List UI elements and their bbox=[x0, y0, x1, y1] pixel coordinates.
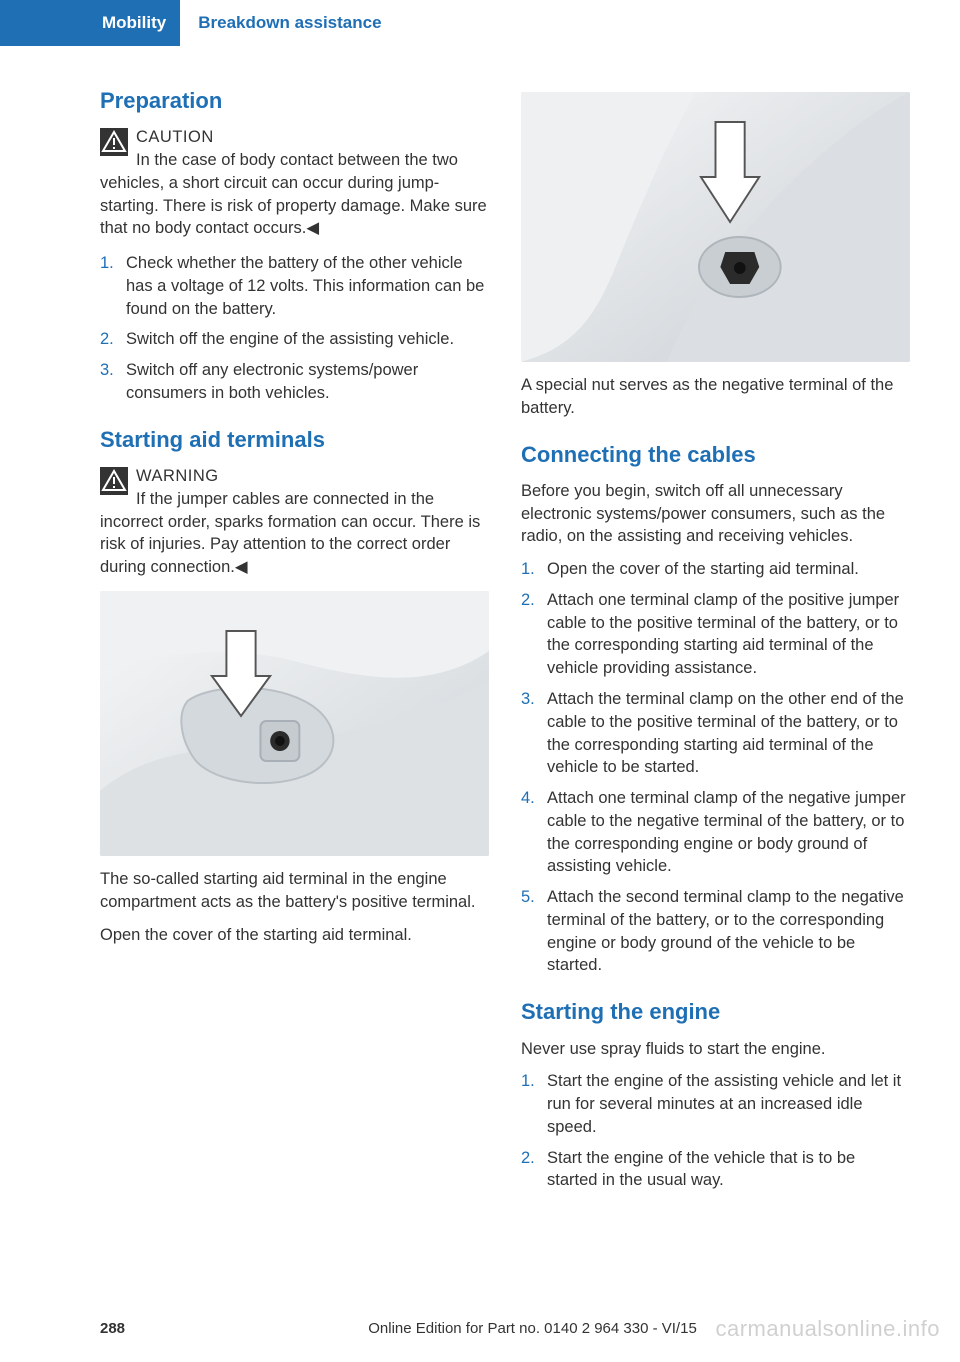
step-text: Check whether the battery of the other v… bbox=[126, 252, 489, 320]
warning-title: WARNING bbox=[136, 467, 219, 485]
list-item: 3.Attach the terminal clamp on the other… bbox=[521, 688, 910, 779]
step-number: 2. bbox=[100, 328, 126, 351]
starting-intro: Never use spray fluids to start the engi… bbox=[521, 1038, 910, 1061]
step-number: 3. bbox=[521, 688, 547, 779]
left-column: Preparation CAUTION In the case of body … bbox=[100, 86, 489, 1202]
header-chapter: Breakdown assistance bbox=[184, 0, 381, 46]
step-text: Start the engine of the assisting vehicl… bbox=[547, 1070, 910, 1138]
page: Mobility Breakdown assistance Preparatio… bbox=[0, 0, 960, 1362]
step-text: Attach the terminal clamp on the other e… bbox=[547, 688, 910, 779]
connecting-intro: Before you begin, switch off all unneces… bbox=[521, 480, 910, 548]
step-number: 1. bbox=[100, 252, 126, 320]
content-columns: Preparation CAUTION In the case of body … bbox=[0, 86, 960, 1202]
footer-text: Online Edition for Part no. 0140 2 964 3… bbox=[155, 1319, 910, 1340]
step-text: Switch off the engine of the assisting v… bbox=[126, 328, 489, 351]
step-text: Attach one terminal clamp of the positiv… bbox=[547, 589, 910, 680]
page-number: 288 bbox=[100, 1319, 125, 1340]
caution-body: In the case of body contact between the … bbox=[100, 151, 487, 237]
starting-steps: 1.Start the engine of the assisting vehi… bbox=[521, 1070, 910, 1192]
right-column: A special nut serves as the negative ter… bbox=[521, 86, 910, 1202]
heading-preparation: Preparation bbox=[100, 86, 489, 116]
list-item: 2.Attach one terminal clamp of the posit… bbox=[521, 589, 910, 680]
list-item: 4.Attach one terminal clamp of the negat… bbox=[521, 787, 910, 878]
step-number: 1. bbox=[521, 558, 547, 581]
step-number: 5. bbox=[521, 886, 547, 977]
header-lead-bar bbox=[0, 0, 100, 46]
list-item: 1.Start the engine of the assisting vehi… bbox=[521, 1070, 910, 1138]
terminal-desc-1: The so-called starting aid terminal in t… bbox=[100, 868, 489, 914]
list-item: 1.Open the cover of the starting aid ter… bbox=[521, 558, 910, 581]
step-text: Start the engine of the vehicle that is … bbox=[547, 1147, 910, 1193]
figure-starting-aid-terminal bbox=[100, 591, 489, 856]
page-header: Mobility Breakdown assistance bbox=[0, 0, 960, 46]
list-item: 1.Check whether the battery of the other… bbox=[100, 252, 489, 320]
step-text: Open the cover of the starting aid termi… bbox=[547, 558, 910, 581]
list-item: 5.Attach the second terminal clamp to th… bbox=[521, 886, 910, 977]
list-item: 2.Switch off the engine of the assisting… bbox=[100, 328, 489, 351]
step-text: Attach one terminal clamp of the negativ… bbox=[547, 787, 910, 878]
heading-starting-engine: Starting the engine bbox=[521, 997, 910, 1027]
figure-negative-terminal bbox=[521, 92, 910, 362]
header-section: Mobility bbox=[100, 0, 184, 46]
step-number: 4. bbox=[521, 787, 547, 878]
step-text: Attach the second terminal clamp to the … bbox=[547, 886, 910, 977]
caution-block: CAUTION In the case of body contact betw… bbox=[100, 126, 489, 240]
step-number: 3. bbox=[100, 359, 126, 405]
warning-body: If the jumper cables are connected in th… bbox=[100, 490, 480, 576]
step-text: Switch off any electronic systems/power … bbox=[126, 359, 489, 405]
warning-block: WARNING If the jumper cables are connect… bbox=[100, 465, 489, 579]
step-number: 2. bbox=[521, 1147, 547, 1193]
list-item: 2.Start the engine of the vehicle that i… bbox=[521, 1147, 910, 1193]
terminal-desc-2: Open the cover of the starting aid termi… bbox=[100, 924, 489, 947]
figure2-caption: A special nut serves as the negative ter… bbox=[521, 374, 910, 420]
connecting-steps: 1.Open the cover of the starting aid ter… bbox=[521, 558, 910, 977]
preparation-steps: 1.Check whether the battery of the other… bbox=[100, 252, 489, 405]
heading-connecting: Connecting the cables bbox=[521, 440, 910, 470]
caution-title: CAUTION bbox=[136, 128, 214, 146]
caution-icon bbox=[100, 128, 128, 156]
step-number: 1. bbox=[521, 1070, 547, 1138]
warning-icon bbox=[100, 467, 128, 495]
list-item: 3.Switch off any electronic systems/powe… bbox=[100, 359, 489, 405]
heading-terminals: Starting aid terminals bbox=[100, 425, 489, 455]
page-footer: 288 Online Edition for Part no. 0140 2 9… bbox=[0, 1319, 960, 1340]
step-number: 2. bbox=[521, 589, 547, 680]
